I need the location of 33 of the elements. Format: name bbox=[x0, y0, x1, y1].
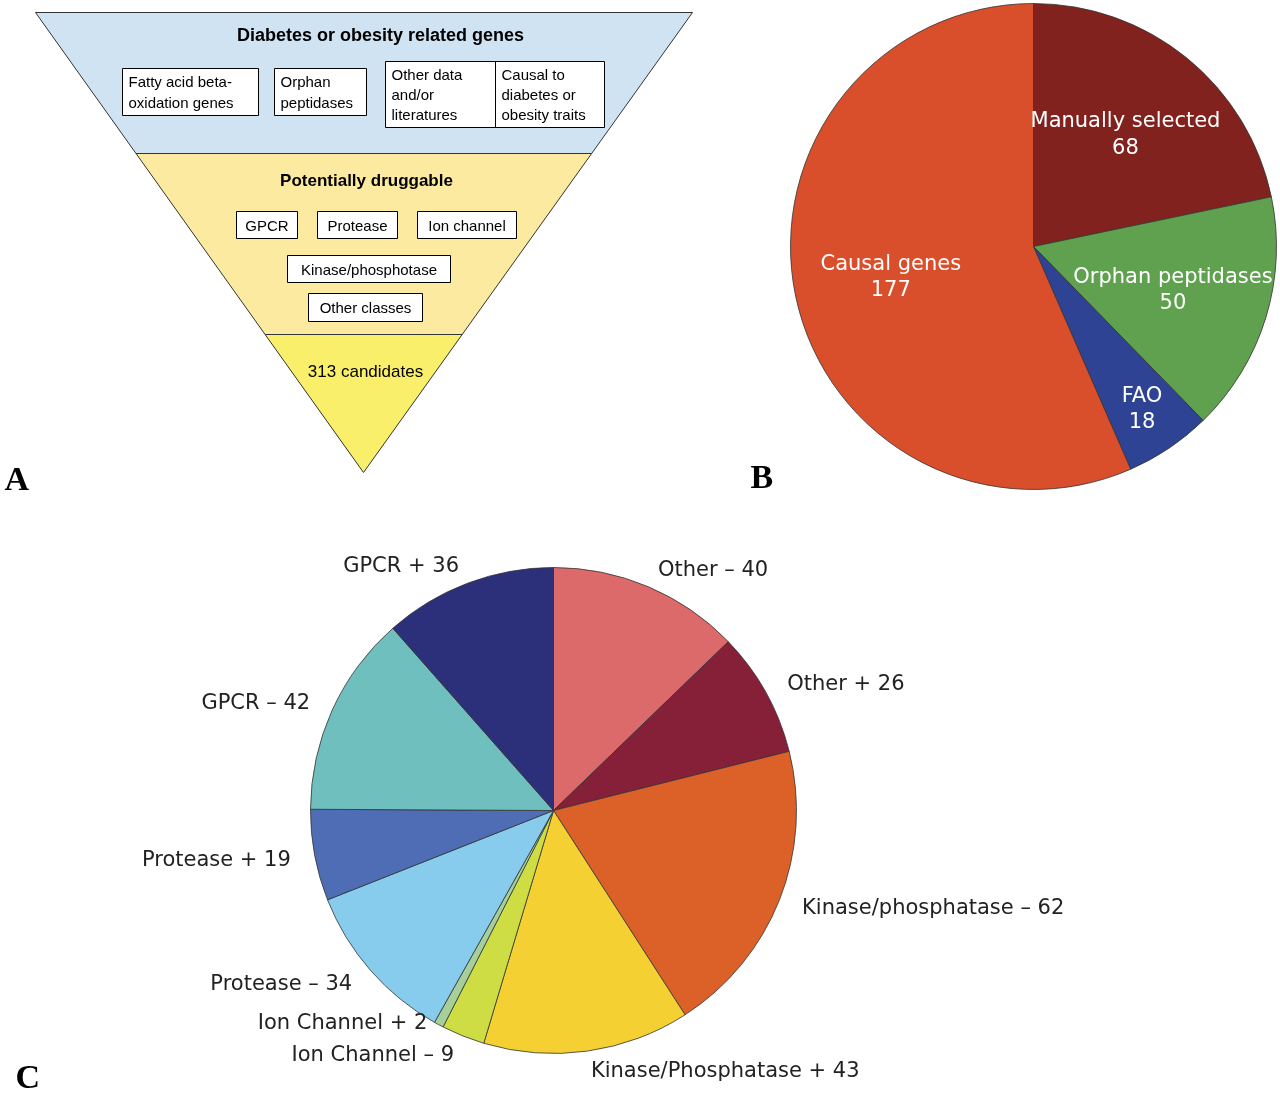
category-label: Potentially druggable bbox=[280, 171, 453, 190]
slice-label: Other – 40 bbox=[657, 556, 769, 581]
text: Other data and/or literatures bbox=[391, 65, 464, 124]
text: Ion channel bbox=[428, 216, 506, 234]
text: C bbox=[15, 1058, 41, 1095]
text: B bbox=[750, 458, 774, 495]
slice-label: Protease – 34 bbox=[210, 971, 353, 996]
slice-label: Ion Channel + 2 bbox=[257, 1010, 428, 1035]
slice-label: Kinase/phosphatase – 62 bbox=[802, 894, 1065, 919]
slice-label: GPCR – 42 bbox=[201, 689, 311, 714]
slice-label: Orphan peptidases bbox=[1073, 263, 1273, 288]
slice-label: Protease + 19 bbox=[141, 846, 291, 871]
slice-label: Ion Channel – 9 bbox=[291, 1042, 454, 1067]
data-label: 50 bbox=[1159, 290, 1187, 315]
category-label: Diabetes or obesity related genes bbox=[236, 24, 525, 45]
text: Causal to diabetes or obesity traits bbox=[501, 65, 586, 124]
text: Orphan peptidases bbox=[280, 73, 354, 111]
text: Protease bbox=[327, 216, 388, 234]
text: Kinase/phosphotase bbox=[301, 260, 437, 278]
slice-label: Manually selected bbox=[1030, 108, 1221, 133]
slice-label: Kinase/Phosphatase + 43 bbox=[590, 1058, 860, 1083]
data-label: 68 bbox=[1112, 134, 1139, 159]
data-label: 177 bbox=[870, 277, 911, 302]
text: Fatty acid beta- oxidation genes bbox=[128, 73, 234, 111]
slice-label: FAO bbox=[1121, 382, 1163, 407]
data-label: 18 bbox=[1128, 409, 1156, 433]
text: A bbox=[4, 460, 30, 497]
slice-label: GPCR + 36 bbox=[343, 553, 459, 578]
slice-label: Causal genes bbox=[820, 251, 962, 276]
category-label: 313 candidates bbox=[307, 362, 424, 381]
slice-label: Other + 26 bbox=[787, 671, 905, 696]
text: GPCR bbox=[245, 216, 289, 234]
text: Other classes bbox=[319, 299, 412, 316]
